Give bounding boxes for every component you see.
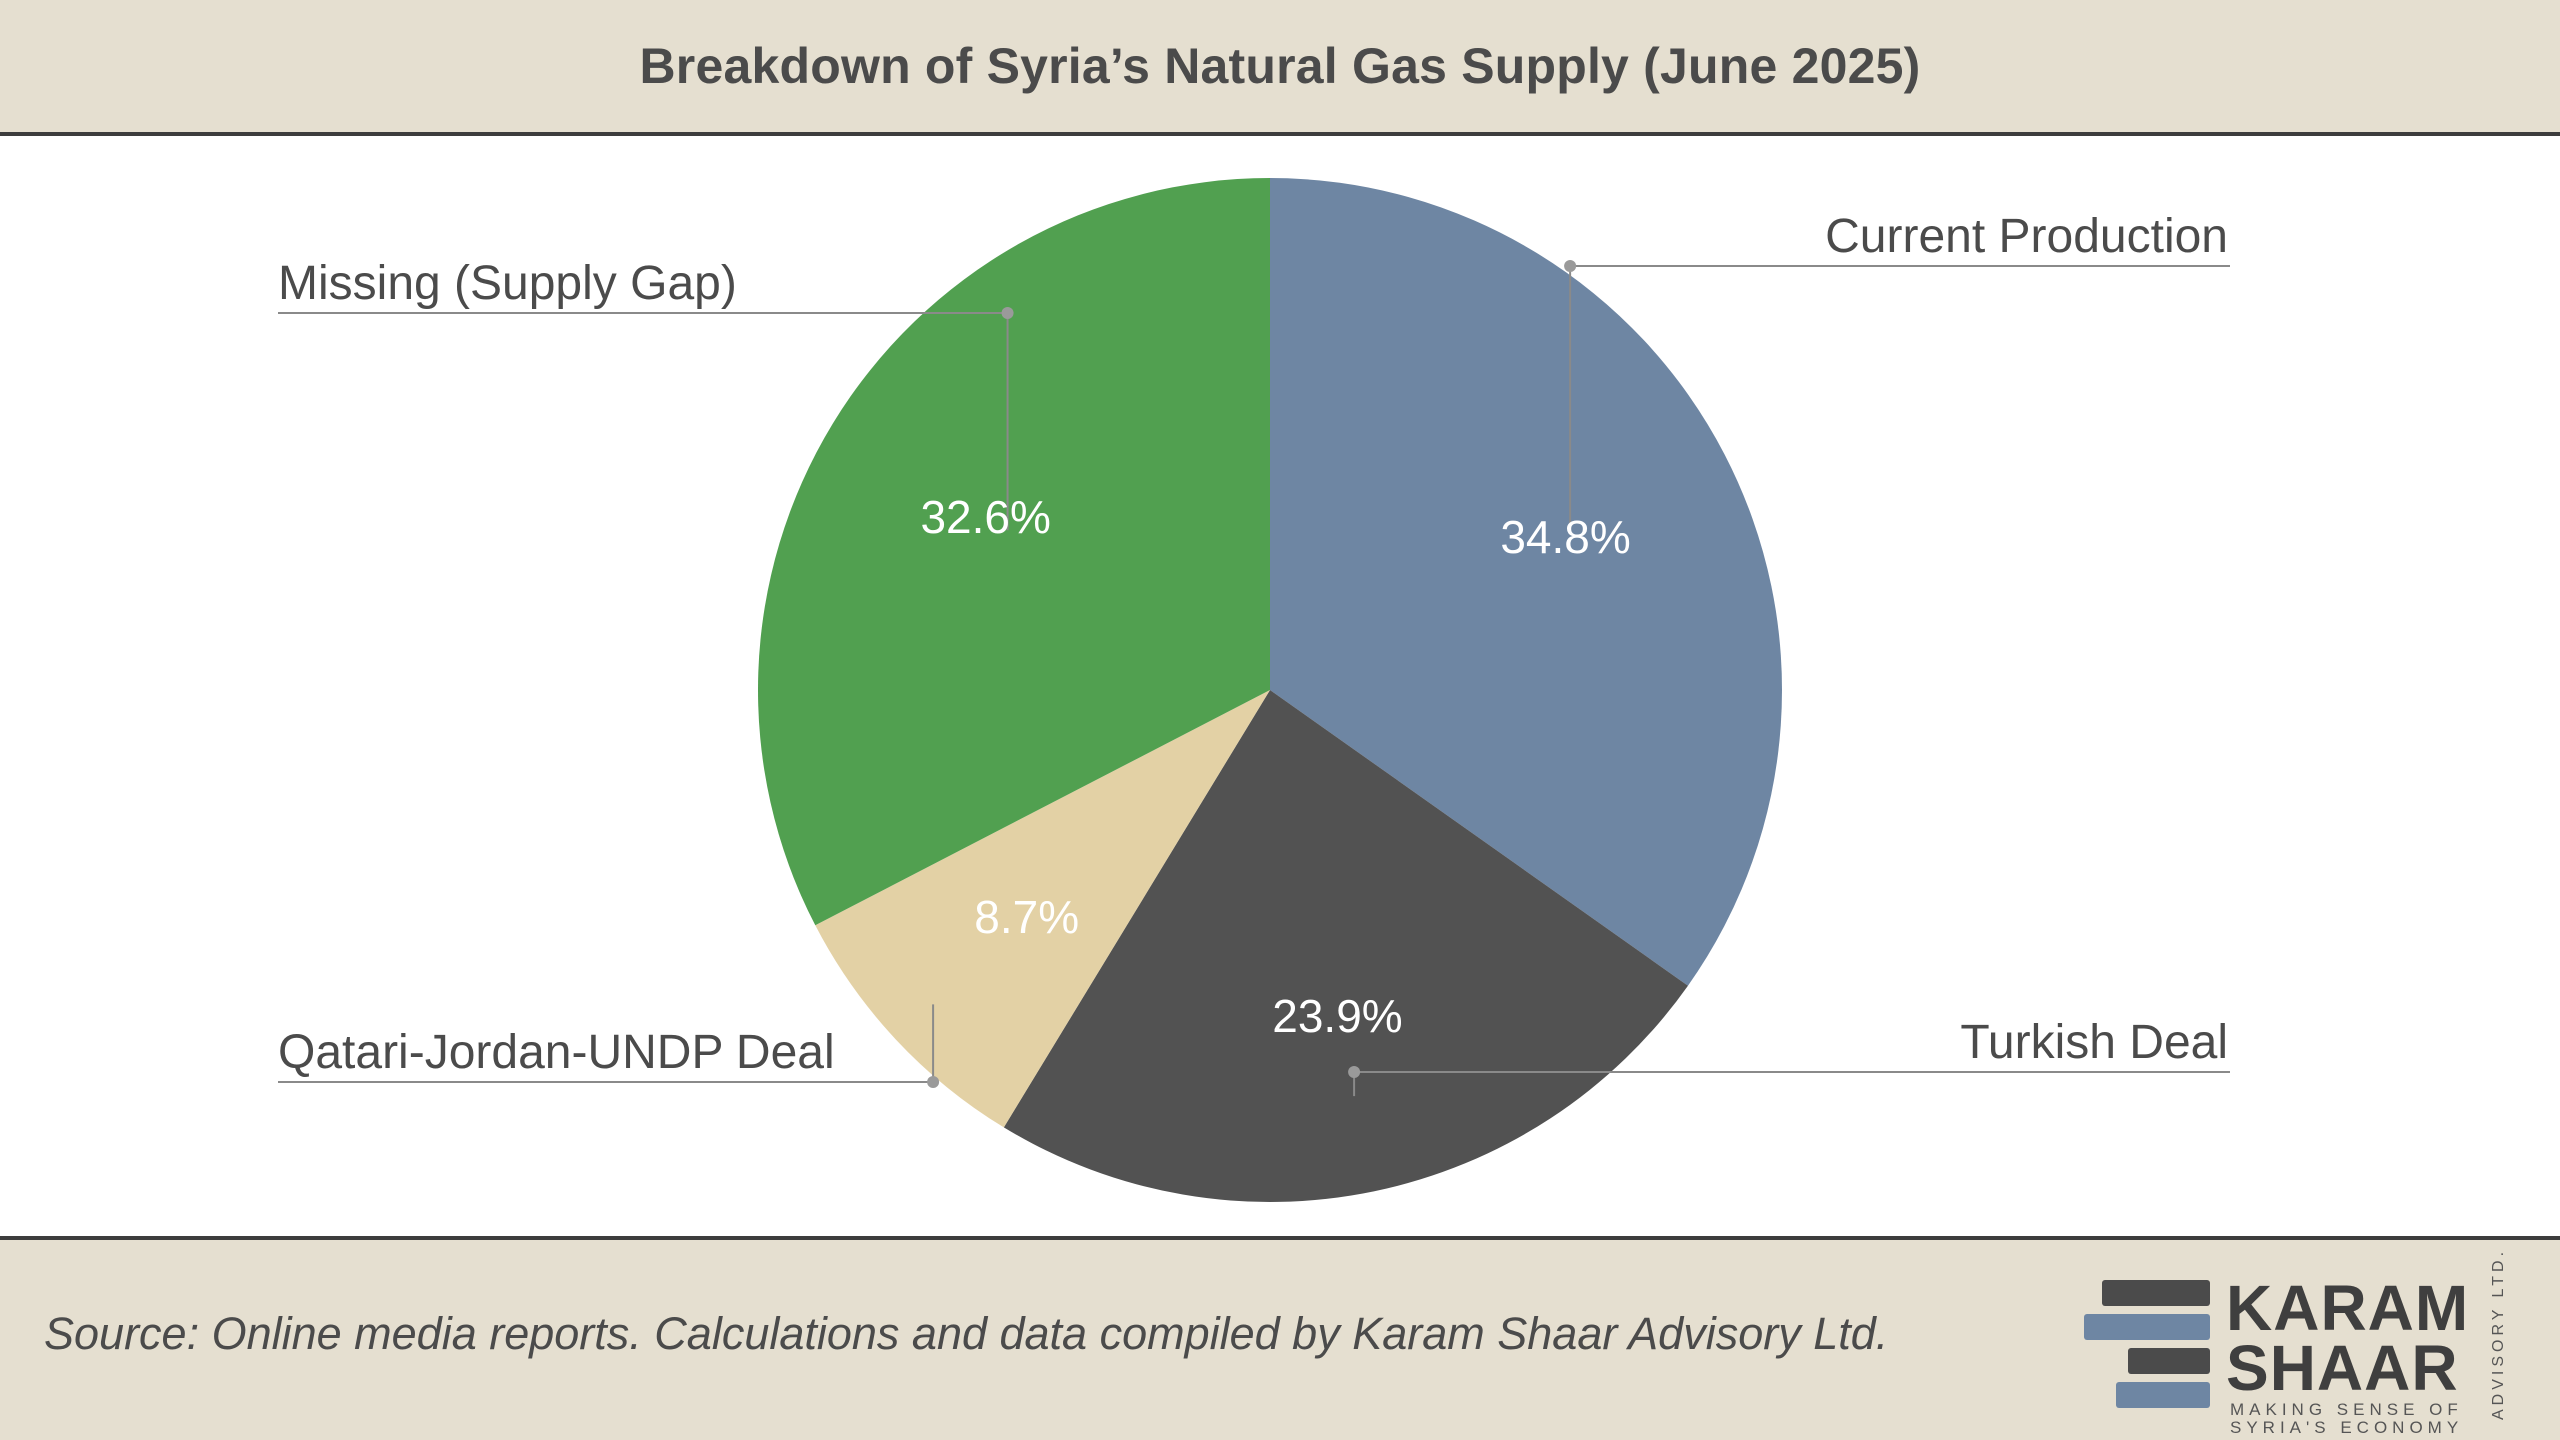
logo-tagline-1: MAKING SENSE OF (2230, 1400, 2463, 1419)
pie-chart: 34.8% Current Production 23.9% Turkish Deal… (278, 178, 2230, 1202)
data-label-missing-supply-gap: 32.6% (920, 491, 1050, 543)
pie-slice-turkish-deal (1003, 690, 1688, 1202)
chart-area: 34.8% Current Production 23.9% Turkish Deal… (0, 136, 2560, 1236)
data-label-qatari-jordan-undp-deal: 8.7% (974, 891, 1079, 943)
category-label-missing-supply-gap: Missing (Supply Gap) (278, 257, 737, 310)
category-label-qatari-jordan-undp-deal: Qatari-Jordan-UNDP Deal (278, 1026, 835, 1079)
data-label-current-production: 34.8% (1500, 511, 1630, 563)
pie-labels: 34.8% Current Production 23.9% Turkish Deal… (278, 210, 2228, 1079)
header-band: Breakdown of Syria’s Natural Gas Supply … (0, 0, 2560, 136)
logo-tagline-2: SYRIA'S ECONOMY (2230, 1418, 2464, 1437)
pie-slice-current-production (1270, 178, 1783, 986)
company-logo: KARAM SHAAR MAKING SENSE OF SYRIA'S ECON… (2080, 1248, 2520, 1437)
logo-bar (2084, 1314, 2210, 1340)
leader-dot-missing-supply-gap (1001, 307, 1014, 319)
leader-lines (278, 260, 2230, 1097)
category-label-current-production: Current Production (1825, 210, 2228, 263)
data-label-turkish-deal: 23.9% (1272, 990, 1402, 1042)
pie-slice-missing-supply-gap (758, 178, 1270, 926)
footer-band: Source: Online media reports. Calculatio… (0, 1236, 2560, 1440)
logo-word-shaar: SHAAR (2226, 1332, 2459, 1404)
pie-slices (758, 178, 1783, 1202)
logo-bar (2128, 1348, 2210, 1374)
chart-title: Breakdown of Syria’s Natural Gas Supply … (639, 38, 1921, 94)
logo-bar (2102, 1280, 2210, 1306)
logo-bar (2116, 1382, 2210, 1408)
logo-word-karam: KARAM (2226, 1272, 2470, 1344)
source-note: Source: Online media reports. Calculatio… (44, 1308, 1889, 1359)
leader-dot-current-production (1564, 260, 1577, 272)
leader-dot-qatari-jordan-undp-deal (927, 1076, 940, 1088)
pie-slice-qatari-jordan-undp-deal (815, 690, 1270, 1128)
logo-vertical-text: ADVISORY LTD. (2490, 1247, 2507, 1420)
leader-dot-turkish-deal (1348, 1066, 1361, 1078)
category-label-turkish-deal: Turkish Deal (1960, 1016, 2228, 1069)
